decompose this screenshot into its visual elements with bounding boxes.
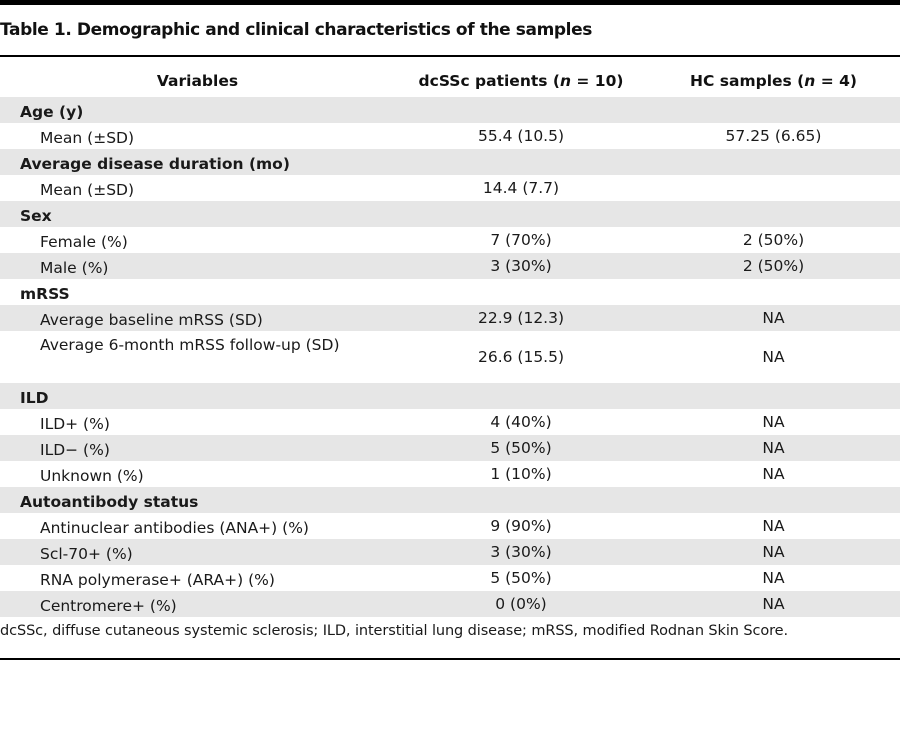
table-body: Age (y) Mean (±SD) 55.4 (10.5) 57.25 (6.65)… — [0, 97, 900, 617]
header-hc-n: n — [804, 72, 816, 90]
row-label: Scl-70+ (%) — [40, 545, 133, 563]
cell-dcssc: 14.4 (7.7) — [482, 179, 560, 197]
row-label: Mean (±SD) — [40, 129, 135, 147]
table-row: RNA polymerase+ (ARA+) (%) 5 (50%) NA — [0, 565, 900, 591]
cell-dcssc: 4 (40%) — [490, 413, 552, 431]
cell-dcssc: 1 (10%) — [490, 465, 552, 483]
table-row: Centromere+ (%) 0 (0%) NA — [0, 591, 900, 617]
row-label: Unknown (%) — [40, 467, 144, 485]
cell-hc: NA — [762, 517, 785, 535]
table-row: Average 6-month mRSS follow-up (SD) 26.6 … — [0, 331, 900, 383]
header-hc-prefix: HC samples ( — [690, 72, 805, 90]
header-rule — [0, 55, 900, 57]
header-dcssc: dcSSc patients (n = 10) — [395, 72, 647, 90]
row-label: ILD+ (%) — [40, 415, 110, 433]
row-label: Average baseline mRSS (SD) — [40, 311, 263, 329]
table-row: Mean (±SD) 14.4 (7.7) — [0, 175, 900, 201]
row-label: Centromere+ (%) — [40, 597, 177, 615]
table-row: ILD− (%) 5 (50%) NA — [0, 435, 900, 461]
table-row: Scl-70+ (%) 3 (30%) NA — [0, 539, 900, 565]
row-label: RNA polymerase+ (ARA+) (%) — [40, 571, 275, 589]
header-hc: HC samples (n = 4) — [647, 72, 900, 90]
cell-hc: NA — [762, 439, 785, 457]
row-label: Autoantibody status — [20, 493, 199, 511]
cell-hc: NA — [762, 465, 785, 483]
cell-dcssc: 3 (30%) — [490, 257, 552, 275]
table-row: ILD+ (%) 4 (40%) NA — [0, 409, 900, 435]
cell-hc: NA — [762, 413, 785, 431]
row-label: Antinuclear antibodies (ANA+) (%) — [40, 519, 309, 537]
bottom-rule — [0, 658, 900, 660]
cell-dcssc: 3 (30%) — [490, 543, 552, 561]
header-dcssc-prefix: dcSSc patients ( — [418, 72, 560, 90]
table-row: Male (%) 3 (30%) 2 (50%) — [0, 253, 900, 279]
row-label: Male (%) — [40, 259, 109, 277]
row-label: ILD− (%) — [40, 441, 110, 459]
table-row: Unknown (%) 1 (10%) NA — [0, 461, 900, 487]
table-row: Antinuclear antibodies (ANA+) (%) 9 (90%)… — [0, 513, 900, 539]
cell-hc: 2 (50%) — [742, 231, 805, 249]
header-dcssc-suffix: = 10) — [571, 72, 624, 90]
row-label: mRSS — [20, 285, 70, 303]
section-row: ILD — [0, 383, 900, 409]
section-row: Age (y) — [0, 97, 900, 123]
table-title: Table 1. Demographic and clinical charac… — [0, 20, 592, 40]
row-label: Female (%) — [40, 233, 128, 251]
cell-hc: 57.25 (6.65) — [725, 127, 822, 145]
row-label: Average 6-month mRSS follow-up (SD) — [40, 336, 340, 354]
section-row: mRSS — [0, 279, 900, 305]
table-footnote: dcSSc, diffuse cutaneous systemic sclero… — [0, 623, 788, 639]
row-label: Sex — [20, 207, 52, 225]
cell-dcssc: 5 (50%) — [490, 569, 552, 587]
cell-hc: 2 (50%) — [742, 257, 805, 275]
cell-hc: NA — [762, 595, 785, 613]
table-row: Mean (±SD) 55.4 (10.5) 57.25 (6.65) — [0, 123, 900, 149]
header-variables: Variables — [156, 72, 239, 90]
table-header: Variables dcSSc patients (n = 10) HC sam… — [0, 57, 900, 97]
header-dcssc-n: n — [559, 72, 572, 90]
table-row: Average baseline mRSS (SD) 22.9 (12.3) NA — [0, 305, 900, 331]
cell-dcssc: 55.4 (10.5) — [477, 127, 565, 145]
section-row: Sex — [0, 201, 900, 227]
section-row: Average disease duration (mo) — [0, 149, 900, 175]
row-label: ILD — [20, 389, 49, 407]
row-label: Average disease duration (mo) — [20, 155, 290, 173]
top-rule — [0, 0, 900, 5]
cell-dcssc: 22.9 (12.3) — [477, 309, 565, 327]
cell-dcssc: 26.6 (15.5) — [477, 348, 565, 366]
cell-hc: NA — [762, 309, 785, 327]
cell-dcssc: 0 (0%) — [495, 595, 547, 613]
cell-hc: NA — [762, 543, 785, 561]
cell-hc: NA — [762, 569, 785, 587]
cell-hc: NA — [762, 348, 785, 366]
cell-dcssc: 9 (90%) — [490, 517, 552, 535]
section-row: Autoantibody status — [0, 487, 900, 513]
table-row: Female (%) 7 (70%) 2 (50%) — [0, 227, 900, 253]
row-label: Age (y) — [20, 103, 84, 121]
cell-dcssc: 7 (70%) — [490, 231, 552, 249]
header-hc-suffix: = 4) — [815, 72, 857, 90]
cell-dcssc: 5 (50%) — [490, 439, 552, 457]
row-label: Mean (±SD) — [40, 181, 135, 199]
